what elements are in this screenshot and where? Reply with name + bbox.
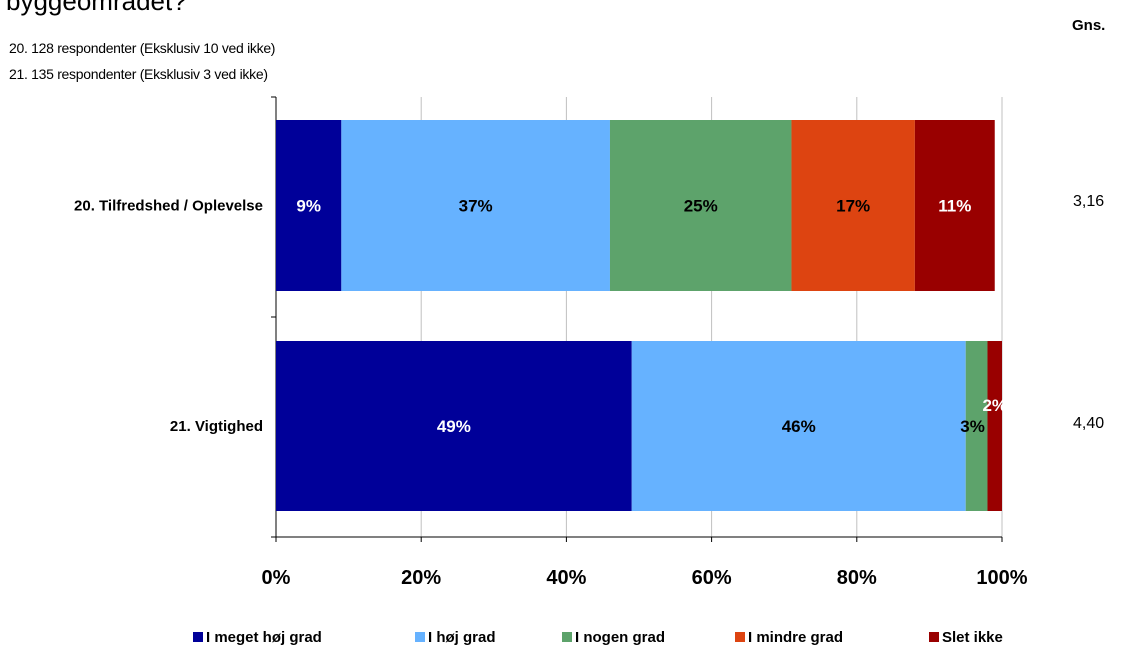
legend-swatch [735,632,745,642]
legend-label: I nogen grad [575,629,665,646]
legend-label: I mindre grad [748,629,843,646]
respondent-note-21: 21. 135 respondenter (Eksklusiv 3 ved ik… [9,66,268,82]
chart-title: byggeområdet? [6,0,187,16]
category-label: 21. Vigtighed [170,418,263,435]
bar-segment [276,120,342,291]
data-label: 9% [296,197,321,216]
legend-label: I høj grad [428,629,496,646]
bar-segment [276,341,632,511]
legend-swatch [929,632,939,642]
bar-segment [965,341,988,511]
legend-label: I meget høj grad [206,629,322,646]
respondent-note-20: 20. 128 respondenter (Eksklusiv 10 ved i… [9,40,276,56]
legend-swatch [193,632,203,642]
x-tick-label: 40% [546,567,586,589]
data-label: 37% [459,197,493,216]
category-label: 20. Tilfredshed / Oplevelse [74,198,263,215]
gns-value-21: 4,40 [1073,415,1105,432]
x-tick-label: 60% [692,567,732,589]
data-label: 17% [836,197,870,216]
x-tick-label: 20% [401,567,441,589]
bar-segment [609,120,792,291]
gns-header: Gns. [1072,17,1106,34]
bar-segment [631,341,966,511]
bar-segment [341,120,610,291]
bar-segment [791,120,915,291]
data-label: 2% [982,396,1007,415]
gns-value-20: 3,16 [1073,193,1105,210]
x-tick-label: 100% [976,567,1027,589]
data-label: 25% [684,197,718,216]
legend-swatch [415,632,425,642]
x-tick-label: 80% [837,567,877,589]
legend-swatch [562,632,572,642]
bar-segment [987,341,1002,511]
data-label: 3% [960,417,985,436]
bar-segment [914,120,995,291]
data-label: 46% [782,417,816,436]
data-label: 11% [938,197,971,216]
x-tick-label: 0% [262,567,291,589]
legend-label: Slet ikke [942,629,1003,646]
data-label: 49% [437,417,471,436]
